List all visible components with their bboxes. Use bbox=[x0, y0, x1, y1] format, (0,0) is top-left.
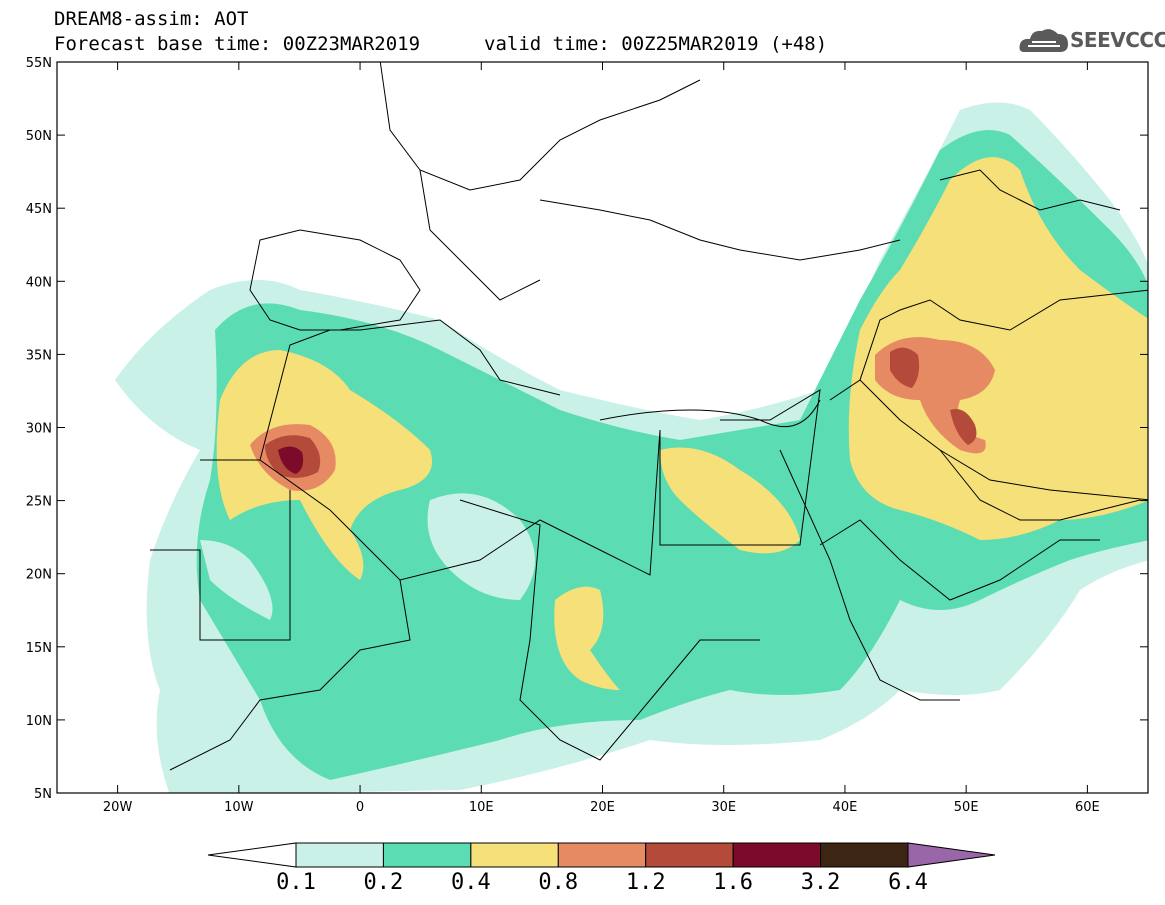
lon-label: 40E bbox=[833, 800, 858, 815]
colorbar-label: 0.8 bbox=[538, 870, 579, 895]
valid-time: valid time: 00Z25MAR2019 (+48) bbox=[484, 33, 828, 55]
lat-label: 45N bbox=[26, 202, 52, 217]
colorbar-label: 0.2 bbox=[363, 870, 404, 895]
lat-label: 5N bbox=[34, 787, 52, 802]
lat-label: 55N bbox=[26, 56, 52, 71]
aot-level-1.2 bbox=[950, 409, 977, 445]
colorbar-label: 6.4 bbox=[888, 870, 928, 895]
lon-label: 50E bbox=[954, 800, 979, 815]
lon-label: 10W bbox=[224, 800, 254, 815]
forecast-base-time: Forecast base time: 00Z23MAR2019 bbox=[54, 33, 421, 55]
aot-level-0.4 bbox=[660, 447, 800, 554]
colorbar-label: 3.2 bbox=[800, 870, 841, 895]
aot-level-0.4 bbox=[848, 157, 1148, 540]
lon-label: 10E bbox=[469, 800, 494, 815]
aot-hole bbox=[200, 540, 273, 620]
lon-label: 30E bbox=[711, 800, 736, 815]
lat-label: 10N bbox=[26, 714, 52, 729]
aot-contours bbox=[115, 62, 1148, 793]
lon-label: 20E bbox=[590, 800, 615, 815]
colorbar-label: 1.2 bbox=[625, 870, 666, 895]
lat-label: 35N bbox=[26, 348, 52, 363]
colorbar-label: 1.6 bbox=[713, 870, 754, 895]
country-borders bbox=[150, 62, 1148, 771]
longitude-axis: 20W 10W 0 10E 20E 30E 40E 50E 60E bbox=[103, 62, 1100, 815]
brand-logo: SEEVCCC bbox=[1070, 28, 1165, 52]
lat-label: 50N bbox=[26, 129, 52, 144]
lat-label: 25N bbox=[26, 495, 52, 510]
aot-level-0.4 bbox=[554, 586, 620, 690]
cloud-icon bbox=[1019, 29, 1068, 52]
colorbar-label: 0.1 bbox=[276, 870, 316, 895]
latitude-axis: 55N 50N 45N 40N 35N 30N 25N 20N 15N 10N 5N bbox=[26, 56, 1148, 802]
aot-level-1.6 bbox=[278, 446, 304, 474]
lon-label: 60E bbox=[1075, 800, 1100, 815]
lat-label: 30N bbox=[26, 422, 52, 437]
lat-label: 15N bbox=[26, 641, 52, 656]
colorbar-label: 0.4 bbox=[450, 870, 491, 895]
product-title: DREAM8-assim: AOT bbox=[54, 8, 249, 30]
lon-label: 20W bbox=[103, 800, 133, 815]
aot-level-1.2 bbox=[890, 347, 920, 388]
lon-label: 0 bbox=[356, 800, 364, 815]
lat-label: 40N bbox=[26, 275, 52, 290]
aot-hole bbox=[427, 493, 535, 600]
lat-label: 20N bbox=[26, 568, 52, 583]
